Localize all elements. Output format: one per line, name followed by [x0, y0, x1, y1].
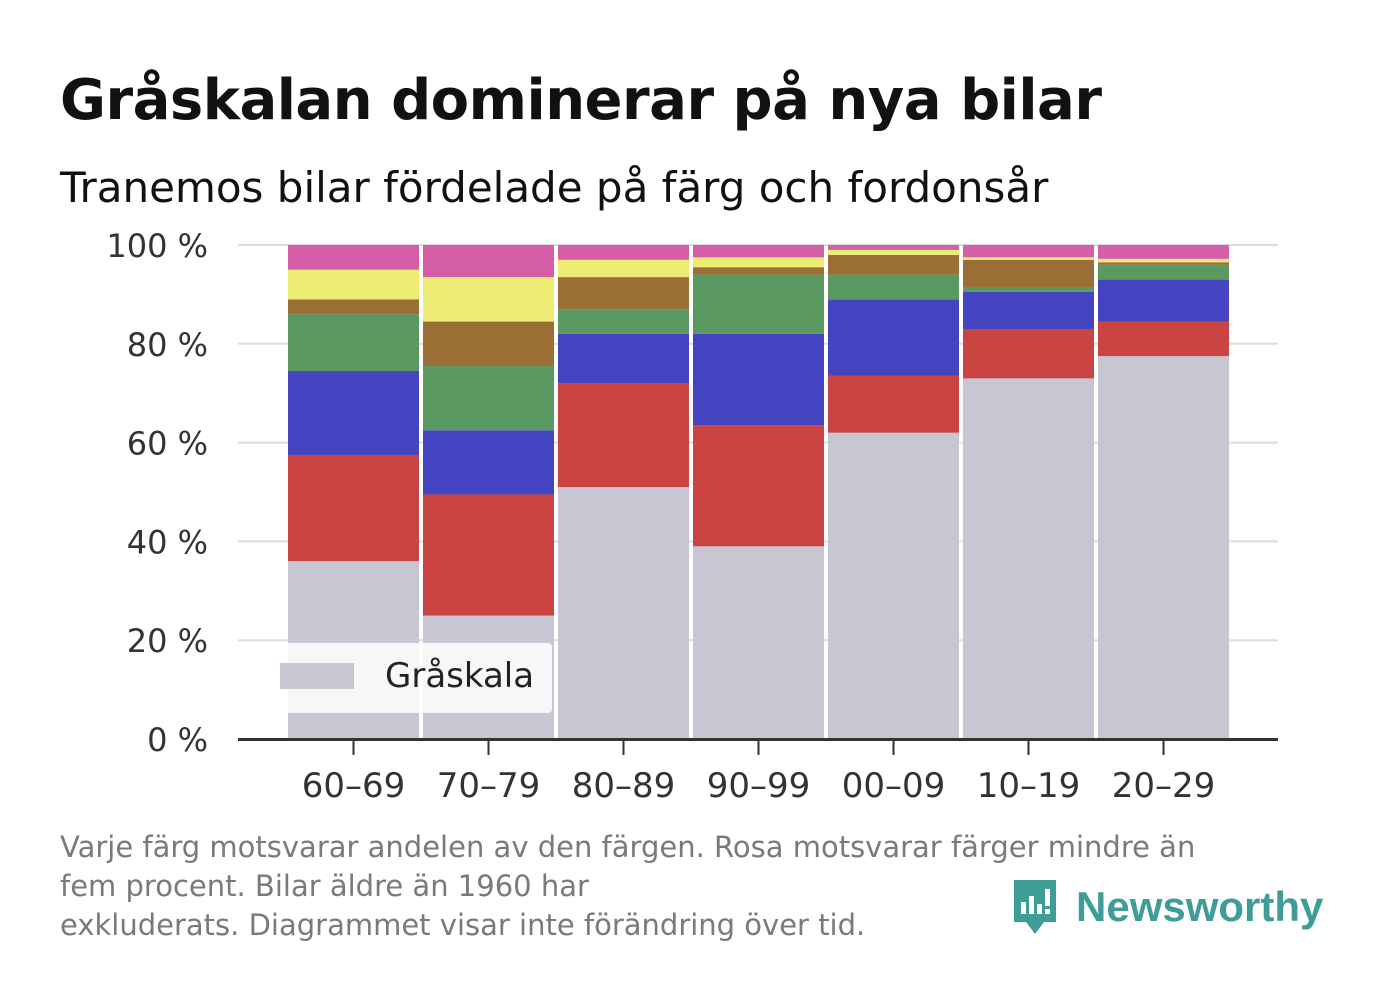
bar-segment: [1098, 262, 1229, 265]
footnote-line-2: fem procent. Bilar äldre än 1960 har: [60, 869, 589, 903]
bar-segment: [288, 269, 419, 300]
bar-segment: [558, 487, 689, 739]
bar-segment: [963, 245, 1094, 258]
bar-segment: [693, 333, 824, 426]
legend: Gråskala: [260, 643, 552, 713]
bar-segment: [693, 274, 824, 334]
footnote: Varje färg motsvarar andelen av den färg…: [60, 828, 1300, 945]
bar-segment: [288, 454, 419, 562]
x-tick-label: 60–69: [302, 766, 406, 806]
bar-segment: [558, 259, 689, 278]
bar-segment: [963, 257, 1094, 260]
bar-segment: [423, 494, 554, 616]
bar-segment: [963, 286, 1094, 292]
bar-segment: [693, 257, 824, 268]
y-tick-label: 100 %: [106, 227, 208, 265]
brand-name: Newsworthy: [1076, 883, 1324, 930]
legend-box: [260, 643, 552, 713]
bar-segment: [423, 430, 554, 495]
bar-segment: [423, 366, 554, 431]
bar-segment: [693, 245, 824, 258]
newsworthy-logo-icon: [1014, 880, 1056, 934]
x-tick-label: 80–89: [572, 766, 676, 806]
bar-segment: [693, 267, 824, 275]
bar-segment: [288, 245, 419, 270]
y-tick-label: 0 %: [147, 721, 208, 759]
bar-segment: [1098, 258, 1229, 263]
bar-segment: [963, 259, 1094, 287]
legend-label: Gråskala: [385, 656, 534, 696]
bar-segment: [558, 277, 689, 310]
x-tick-label: 20–29: [1112, 766, 1216, 806]
brand-logo: Newsworthy: [1010, 876, 1323, 938]
bar-segment: [963, 291, 1094, 329]
bar-segment: [423, 245, 554, 278]
y-tick-label: 20 %: [127, 622, 208, 660]
bar-segment: [288, 314, 419, 371]
bar-segment: [693, 425, 824, 547]
bar-segment: [558, 333, 689, 384]
bar-segment: [558, 309, 689, 334]
bar-segment: [828, 299, 959, 376]
bar-segment: [1098, 245, 1229, 259]
bar-segment: [963, 328, 1094, 379]
bar-segment: [1098, 321, 1229, 357]
bar-segment: [423, 277, 554, 322]
y-tick-label: 60 %: [127, 425, 208, 463]
bar-segment: [558, 383, 689, 488]
chart-title: Gråskalan dominerar på nya bilar: [60, 68, 1102, 133]
bar-segment: [423, 321, 554, 367]
bar-segment: [288, 370, 419, 455]
bar-segment: [1098, 264, 1229, 280]
x-tick-label: 70–79: [437, 766, 541, 806]
bar-segment: [288, 299, 419, 315]
x-tick-label: 10–19: [977, 766, 1081, 806]
bar-segment: [828, 254, 959, 275]
bar-segment: [828, 375, 959, 433]
x-tick-label: 90–99: [707, 766, 811, 806]
bar-segment: [693, 546, 824, 739]
bar-segment: [828, 249, 959, 255]
bar-segment: [1098, 356, 1229, 739]
y-tick-label: 40 %: [127, 523, 208, 561]
bar-segment: [963, 378, 1094, 739]
y-tick-label: 80 %: [127, 326, 208, 364]
legend-swatch: [280, 663, 354, 689]
x-tick-label: 00–09: [842, 766, 946, 806]
bar-segment: [828, 432, 959, 739]
bar-segment: [828, 245, 959, 250]
bar-segment: [828, 274, 959, 300]
chart-subtitle: Tranemos bilar fördelade på färg och for…: [60, 163, 1049, 212]
footnote-line-3: exkluderats. Diagrammet visar inte förän…: [60, 908, 866, 942]
footnote-line-1: Varje färg motsvarar andelen av den färg…: [60, 830, 1196, 864]
bar-segment: [1098, 279, 1229, 322]
bar-segment: [558, 245, 689, 260]
